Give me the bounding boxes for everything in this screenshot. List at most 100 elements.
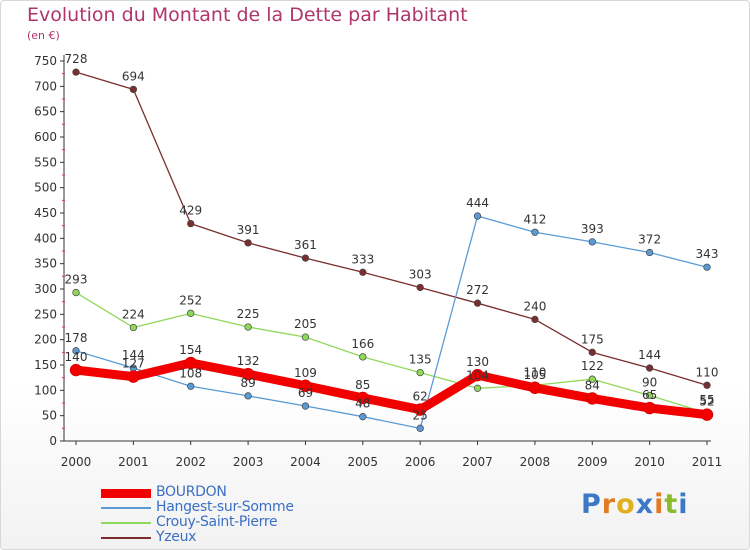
data-label: 144 — [638, 348, 661, 362]
y-tick-label: 550 — [34, 155, 57, 169]
data-point — [700, 408, 714, 421]
data-point — [301, 254, 310, 262]
y-tick-label: 300 — [34, 282, 57, 296]
data-point — [703, 381, 711, 389]
data-point — [72, 68, 80, 76]
data-point — [645, 248, 654, 257]
data-point — [69, 363, 83, 377]
data-label: 728 — [65, 52, 88, 66]
logo-letter: x — [635, 489, 655, 520]
data-label: 104 — [466, 368, 489, 382]
data-point — [127, 370, 140, 383]
data-label: 48 — [355, 397, 370, 411]
x-tick-label: 2003 — [233, 455, 264, 469]
legend-label: Yzeux — [156, 529, 197, 545]
y-tick-label: 750 — [34, 54, 57, 68]
y-tick-label: 150 — [34, 358, 57, 372]
series-line — [71, 358, 712, 420]
y-tick-label: 650 — [34, 105, 57, 119]
data-point — [359, 268, 367, 276]
data-label: 205 — [294, 317, 317, 331]
data-point — [645, 391, 654, 400]
logo-letter: r — [601, 489, 617, 520]
data-label: 343 — [696, 247, 719, 261]
data-point — [301, 402, 310, 410]
data-point — [588, 348, 596, 356]
data-label: 240 — [523, 299, 546, 313]
data-point — [184, 356, 197, 370]
data-label: 412 — [523, 212, 546, 226]
data-label: 252 — [179, 293, 202, 307]
data-point — [129, 85, 138, 94]
data-point — [413, 403, 427, 416]
data-point — [588, 238, 596, 246]
data-label: 166 — [351, 337, 374, 351]
data-point — [586, 392, 599, 405]
x-tick-label: 2008 — [520, 455, 551, 469]
y-tick-label: 400 — [34, 231, 57, 245]
data-label: 225 — [237, 307, 260, 321]
legend-swatch — [101, 537, 151, 539]
data-label: 132 — [237, 354, 260, 368]
data-label: 85 — [355, 378, 370, 392]
y-tick-label: 500 — [34, 181, 57, 195]
data-label: 393 — [581, 222, 604, 236]
data-point — [531, 315, 539, 324]
data-point — [588, 375, 596, 383]
data-point — [473, 212, 482, 220]
data-label: 135 — [409, 353, 432, 367]
data-label: 89 — [240, 376, 255, 390]
data-point — [299, 379, 312, 393]
legend-swatch — [101, 507, 151, 509]
data-label: 372 — [638, 233, 661, 247]
data-label: 122 — [581, 359, 604, 373]
data-label: 55 — [699, 393, 714, 407]
data-label: 140 — [65, 350, 88, 364]
x-tick-label: 2000 — [61, 455, 92, 469]
y-tick-label: 50 — [42, 409, 57, 423]
legend-label: BOURDON — [156, 484, 227, 500]
y-tick-label: 350 — [34, 257, 57, 271]
legend-swatch — [101, 488, 151, 498]
data-label: 444 — [466, 196, 489, 210]
data-point — [187, 382, 195, 390]
data-label: 303 — [409, 267, 432, 281]
chart-subtitle: (en €) — [27, 29, 60, 42]
data-label: 62 — [413, 390, 428, 404]
data-label: 154 — [179, 343, 202, 357]
data-label: 130 — [466, 355, 489, 369]
data-label: 108 — [179, 366, 202, 380]
data-point — [187, 219, 195, 228]
data-point — [72, 347, 80, 355]
x-tick-label: 2009 — [577, 455, 608, 469]
data-label: 105 — [523, 368, 546, 382]
logo-letter: i — [678, 489, 689, 520]
data-label: 110 — [523, 365, 546, 379]
data-label: 52 — [699, 395, 714, 409]
data-point — [72, 288, 80, 297]
data-point — [244, 239, 252, 247]
x-tick-label: 2004 — [290, 455, 321, 469]
y-tick-label: 450 — [34, 206, 57, 220]
y-tick-label: 100 — [34, 383, 57, 397]
data-point — [645, 364, 654, 372]
x-tick-label: 2002 — [175, 455, 206, 469]
data-label: 110 — [696, 365, 719, 379]
y-tick-label: 250 — [34, 307, 57, 321]
data-label: 90 — [642, 375, 657, 389]
data-point — [531, 228, 539, 236]
series-line — [75, 71, 708, 386]
data-point — [528, 381, 542, 395]
data-label: 65 — [642, 388, 657, 402]
data-label: 694 — [122, 69, 145, 83]
x-tick-label: 2010 — [634, 455, 665, 469]
y-tick-label: 700 — [34, 79, 57, 93]
data-point — [129, 323, 138, 332]
data-point — [359, 413, 367, 421]
data-label: 127 — [122, 357, 145, 371]
data-point — [416, 424, 424, 432]
data-point — [703, 263, 711, 271]
data-label: 429 — [179, 204, 202, 218]
